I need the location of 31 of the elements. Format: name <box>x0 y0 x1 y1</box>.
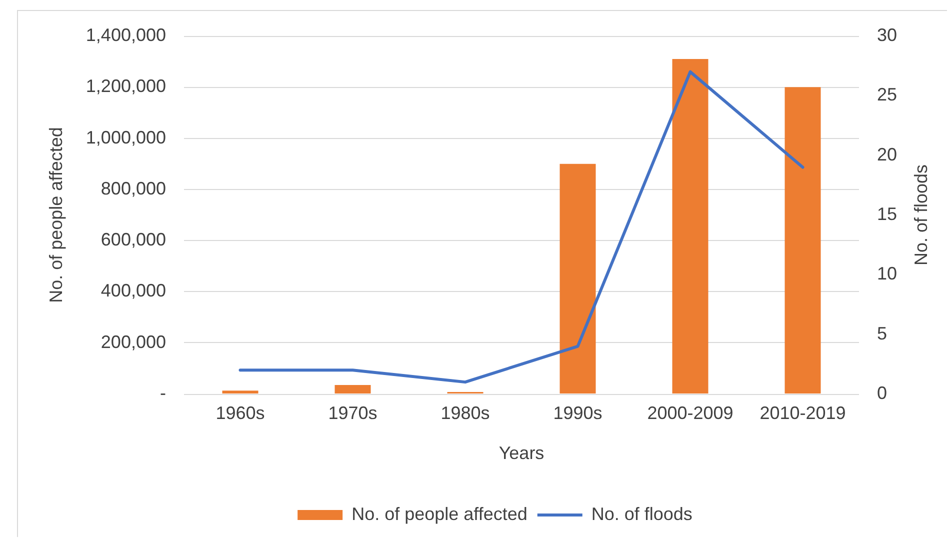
x-axis-title: Years <box>498 443 544 464</box>
legend-label: No. of floods <box>591 504 692 524</box>
legend-label: No. of people affected <box>352 504 528 524</box>
y2-tick-label: 10 <box>877 264 898 284</box>
x-tick-label: 1970s <box>328 402 378 423</box>
y-tick-label: 1,400,000 <box>86 24 166 45</box>
y-tick-label: - <box>160 382 166 403</box>
x-tick-label: 1990s <box>553 402 602 423</box>
y2-tick-label: 20 <box>877 144 898 164</box>
y2-tick-label: 30 <box>877 24 898 45</box>
y-tick-label: 1,000,000 <box>86 127 166 148</box>
y-tick-label: 200,000 <box>100 332 166 352</box>
y2-tick-label: 15 <box>877 204 898 224</box>
x-tick-label: 2000-2009 <box>647 402 734 423</box>
bar <box>560 164 596 394</box>
bar <box>222 390 258 394</box>
x-tick-label: 1960s <box>216 402 265 423</box>
y2-tick-label: 25 <box>877 84 898 105</box>
y2-tick-label: 5 <box>877 323 888 344</box>
y-tick-label: 400,000 <box>100 280 166 301</box>
y-tick-label: 600,000 <box>100 230 166 250</box>
y2-axis-title: No. of floods <box>910 164 931 266</box>
y-axis-title: No. of people affected <box>46 127 66 303</box>
bar <box>784 87 821 394</box>
x-tick-label: 2010-2019 <box>760 402 846 423</box>
y2-tick-label: 0 <box>877 382 888 403</box>
x-tick-label: 1980s <box>440 402 490 423</box>
y-tick-label: 800,000 <box>100 178 166 198</box>
bar <box>334 385 371 394</box>
bar <box>672 59 708 394</box>
y-tick-label: 1,200,000 <box>86 76 166 96</box>
